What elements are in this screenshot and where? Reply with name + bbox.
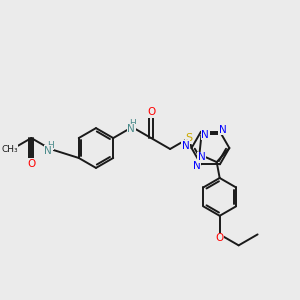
Text: N: N: [182, 141, 189, 151]
Text: CH₃: CH₃: [1, 145, 18, 154]
Text: O: O: [215, 233, 224, 243]
Text: N: N: [197, 152, 205, 162]
Text: N: N: [127, 124, 135, 134]
Text: S: S: [185, 133, 193, 143]
Text: O: O: [147, 107, 155, 117]
Text: O: O: [27, 159, 35, 169]
Text: N: N: [44, 146, 52, 156]
Text: H: H: [47, 140, 54, 149]
Text: H: H: [129, 118, 136, 127]
Text: N: N: [193, 161, 201, 171]
Text: N: N: [219, 124, 227, 135]
Text: N: N: [202, 130, 209, 140]
